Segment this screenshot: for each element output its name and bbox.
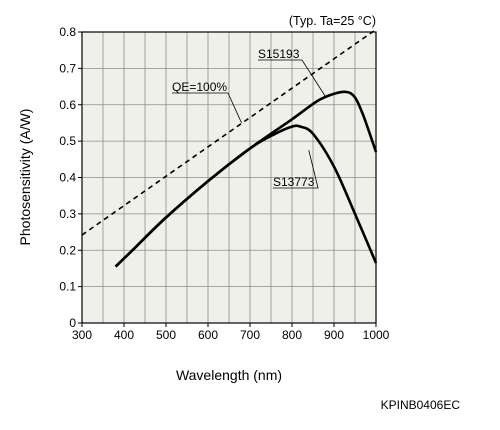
y-tick-label: 0: [69, 316, 76, 330]
condition-note: (Typ. Ta=25 °C): [289, 14, 376, 28]
series-s13773-line: [114, 124, 378, 268]
series-layer: [81, 28, 378, 268]
leader-qe100: [172, 92, 242, 124]
y-axis-title: Photosensitivity (A/W): [17, 109, 33, 246]
x-tick-label: 300: [72, 328, 92, 342]
leader-s13773: [273, 150, 319, 189]
series-qe100-line: [81, 28, 377, 236]
x-tick-label: 900: [324, 328, 344, 342]
x-axis-title: Wavelength (nm): [176, 367, 282, 383]
y-tick-label: 0.6: [59, 98, 76, 112]
y-tick-label: 0.1: [59, 280, 76, 294]
y-tick-label: 0.8: [59, 25, 76, 39]
label-qe100: QE=100%: [172, 80, 227, 94]
ticks: 300 400 500 600 700 800 900 1000 0 0.1 0.2 0.3 0.4 0.…: [59, 25, 389, 342]
y-tick-label: 0.3: [59, 207, 76, 221]
y-tick-label: 0.4: [59, 171, 76, 185]
x-tick-label: 400: [114, 328, 134, 342]
label-s15193: S15193: [258, 47, 300, 61]
grid: [82, 32, 376, 323]
x-tick-label: 800: [282, 328, 302, 342]
x-tick-label: 500: [156, 328, 176, 342]
leader-s15193: [258, 59, 326, 97]
y-tick-label: 0.2: [59, 243, 76, 257]
y-tick-label: 0.5: [59, 134, 76, 148]
x-tick-label: 700: [240, 328, 260, 342]
x-tick-label: 1000: [363, 328, 390, 342]
figure-code: KPINB0406EC: [381, 398, 461, 412]
x-tick-label: 600: [198, 328, 218, 342]
label-leaders: [172, 59, 326, 189]
y-tick-label: 0.7: [59, 61, 76, 75]
label-s13773: S13773: [273, 175, 315, 189]
